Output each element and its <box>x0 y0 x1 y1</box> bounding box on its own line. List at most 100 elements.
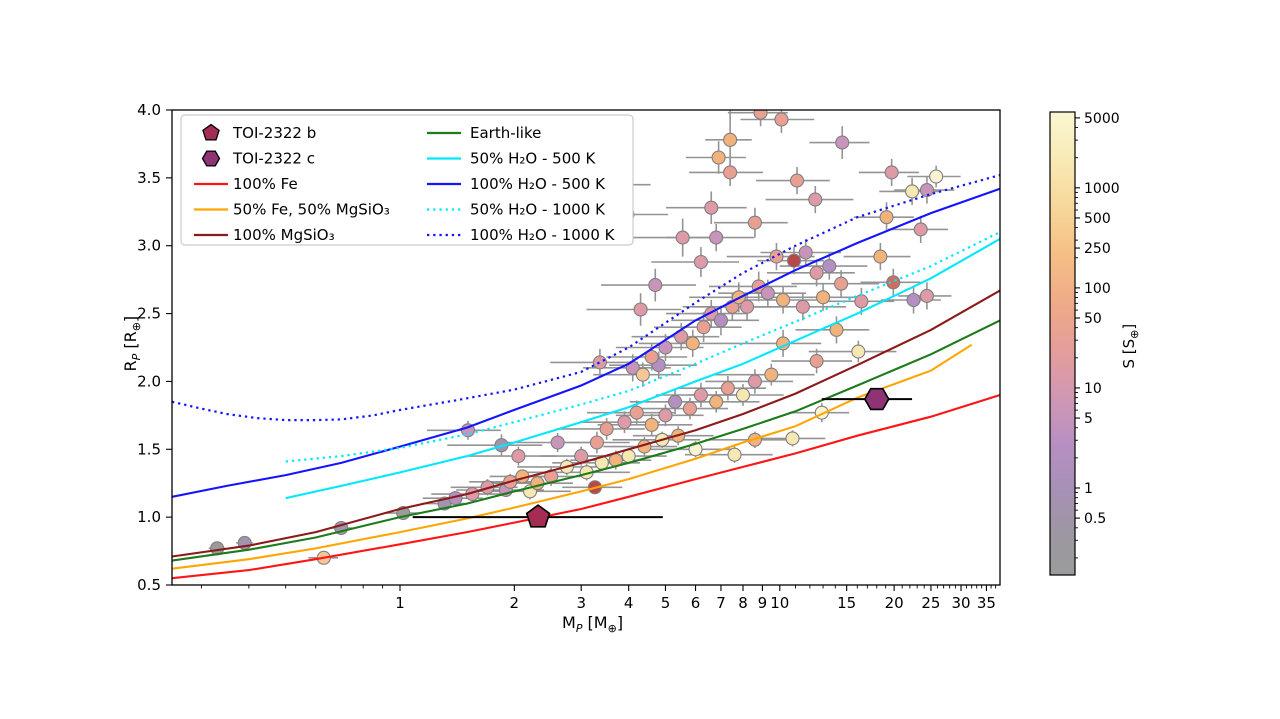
curve-50-h-o-500-k <box>285 237 1000 500</box>
exoplanet-point <box>747 215 762 230</box>
exoplanet-point <box>723 132 738 147</box>
exoplanet-point <box>658 408 673 423</box>
y-tick-label: 2.5 <box>137 305 161 323</box>
legend-label: 50% H₂O - 500 K <box>470 150 597 168</box>
exoplanet-point <box>789 173 805 188</box>
exoplanet-point <box>511 449 526 464</box>
exoplanet-point <box>589 435 604 450</box>
exoplanet-point <box>764 367 779 382</box>
exoplanet-point <box>735 387 751 403</box>
exoplanet-point <box>929 169 944 184</box>
exoplanet-point <box>873 249 888 264</box>
colorbar-label: S [S⊕​] <box>1120 324 1141 369</box>
x-tick-label: 30 <box>951 594 970 612</box>
exoplanet-point <box>774 112 789 127</box>
colorbar-tick-label: 500 <box>1084 211 1111 227</box>
exoplanet-point <box>786 253 802 268</box>
exoplanet-point <box>776 292 791 308</box>
exoplanet-point <box>696 320 711 335</box>
legend-label: TOI-2322 c <box>232 150 315 168</box>
curve-earth-like <box>172 319 1000 562</box>
exoplanet-point <box>709 394 724 409</box>
exoplanet-point <box>747 374 762 389</box>
colorbar-gradient <box>1050 112 1075 575</box>
exoplanet-point <box>851 344 866 359</box>
legend-label: 100% Fe <box>233 175 298 193</box>
exoplanet-point <box>723 165 738 180</box>
y-tick-label: 0.5 <box>137 576 161 594</box>
legend-label: 100% H₂O - 500 K <box>470 175 606 193</box>
x-tick-label: 2 <box>510 594 520 612</box>
x-tick-label: 25 <box>921 594 940 612</box>
x-tick-label: 8 <box>738 594 748 612</box>
exoplanet-point <box>884 165 899 180</box>
colorbar-tick-label: 100 <box>1084 281 1111 297</box>
colorbar-tick-label: 1000 <box>1084 181 1120 197</box>
toi-2322-planets <box>412 387 913 528</box>
colorbar-tick-label: 5 <box>1084 411 1093 427</box>
exoplanet-point <box>635 367 650 382</box>
exoplanet-point <box>854 294 869 309</box>
colorbar-tick-label: 0.5 <box>1084 511 1106 527</box>
curve-100-fe <box>172 393 1000 580</box>
legend-label: 50% H₂O - 1000 K <box>470 201 606 219</box>
exoplanet-point <box>760 286 775 301</box>
x-tick-label: 4 <box>624 594 634 612</box>
exoplanet-point <box>906 292 921 308</box>
exoplanet-point <box>713 313 729 328</box>
exoplanet-point <box>834 276 849 291</box>
exoplanet-point <box>913 222 928 237</box>
composition-curves <box>172 174 1000 580</box>
exoplanet-point <box>835 135 850 150</box>
legend-label: TOI-2322 b <box>232 124 316 142</box>
curve-100-h-o-500-k <box>172 187 1000 498</box>
exoplanet-point <box>720 381 735 396</box>
exoplanet-point <box>808 192 823 207</box>
exoplanet-point <box>727 447 742 462</box>
exoplanet-point <box>753 110 768 120</box>
legend-box <box>180 114 634 246</box>
y-tick-label: 3.0 <box>137 237 161 255</box>
exoplanet-point <box>919 183 934 198</box>
exoplanet-point <box>644 417 659 432</box>
x-tick-label: 7 <box>716 594 726 612</box>
exoplanet-point <box>693 254 709 270</box>
legend: TOI-2322 b TOI-2322 c 100% Fe 50% Fe, 50% M… <box>180 114 634 246</box>
colorbar-tick-label: 50 <box>1084 311 1102 327</box>
plot-frame <box>171 109 1001 586</box>
legend-label: 100% MgSiO₃ <box>233 226 335 244</box>
exoplanet-point <box>633 302 648 317</box>
exoplanet-scatter <box>208 110 961 565</box>
exoplanet-point <box>599 421 614 436</box>
x-tick-label: 10 <box>770 594 789 612</box>
x-tick-label: 20 <box>885 594 904 612</box>
curve-100-h-o-1000-k <box>172 174 1000 422</box>
exoplanet-point <box>905 184 920 199</box>
exoplanet-point <box>809 265 824 280</box>
legend-label: Earth-like <box>470 124 541 142</box>
x-tick-label: 15 <box>837 594 856 612</box>
exoplanet-point <box>709 230 724 245</box>
x-tick-label: 35 <box>977 594 996 612</box>
legend-hexagon-swatch <box>201 150 221 167</box>
exoplanet-point <box>693 387 709 403</box>
colorbar-tick-label: 250 <box>1084 241 1111 257</box>
exoplanet-point <box>769 249 784 264</box>
exoplanet-point <box>675 230 690 245</box>
x-tick-label: 5 <box>661 594 671 612</box>
x-tick-label: 3 <box>576 594 586 612</box>
colorbar: 5000 1000 500 250 100 50 10 5 1 0.5 S [S⊕​] <box>1049 111 1141 576</box>
exoplanet-point <box>685 336 700 351</box>
colorbar-frame <box>1049 111 1076 576</box>
exoplanet-point <box>648 278 663 293</box>
exoplanet-point <box>682 401 698 416</box>
y-tick-label: 4.0 <box>137 101 161 119</box>
exoplanet-point <box>886 275 901 290</box>
exoplanet-point <box>816 290 831 305</box>
exoplanet-point <box>809 354 824 369</box>
legend-label: 50% Fe, 50% MgSiO₃ <box>233 201 390 219</box>
exoplanet-point <box>785 431 800 446</box>
colorbar-tick-label: 1 <box>1084 481 1093 497</box>
